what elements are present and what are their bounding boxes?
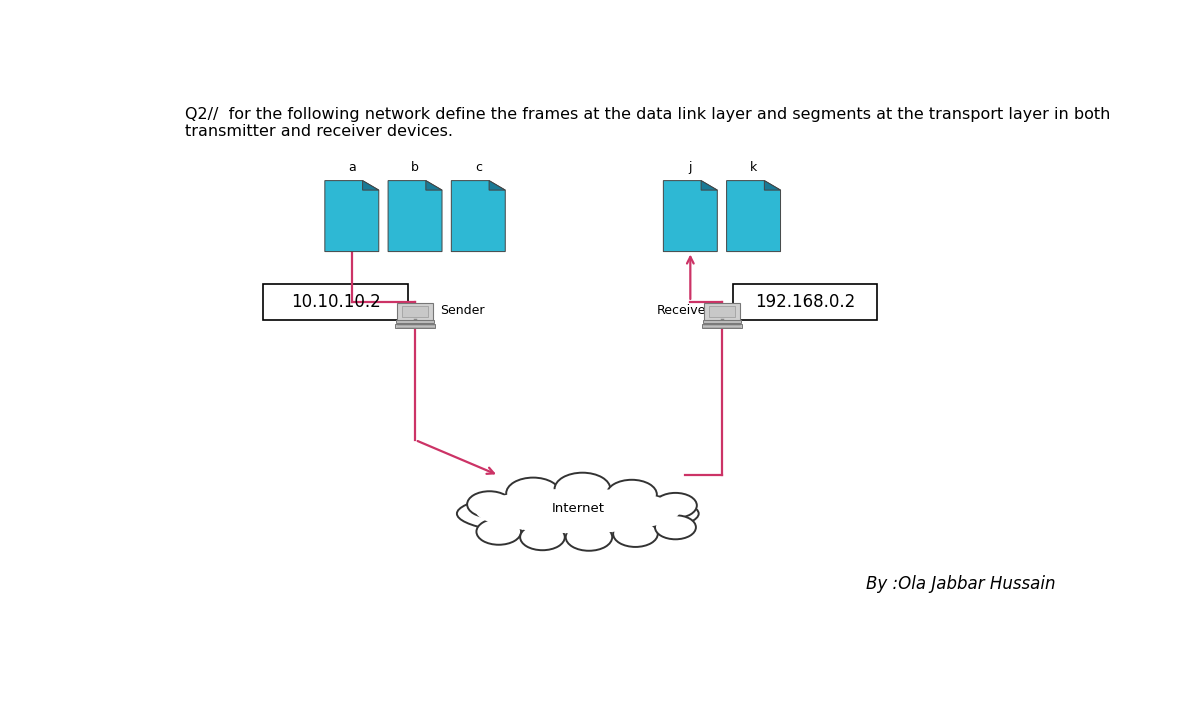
Polygon shape bbox=[388, 181, 442, 252]
Text: a: a bbox=[348, 161, 355, 174]
Polygon shape bbox=[764, 181, 780, 190]
FancyBboxPatch shape bbox=[264, 284, 408, 320]
FancyBboxPatch shape bbox=[395, 324, 436, 328]
Text: Sender: Sender bbox=[440, 304, 485, 317]
Polygon shape bbox=[664, 181, 718, 252]
Circle shape bbox=[467, 491, 511, 518]
Circle shape bbox=[520, 524, 565, 550]
Text: Internet: Internet bbox=[551, 502, 605, 515]
Polygon shape bbox=[426, 181, 442, 190]
FancyBboxPatch shape bbox=[733, 284, 877, 320]
Ellipse shape bbox=[457, 491, 698, 537]
FancyBboxPatch shape bbox=[402, 306, 427, 317]
FancyBboxPatch shape bbox=[703, 320, 740, 323]
Polygon shape bbox=[490, 181, 505, 190]
Polygon shape bbox=[727, 181, 780, 252]
Text: Receiver: Receiver bbox=[656, 304, 710, 317]
Circle shape bbox=[654, 493, 697, 518]
FancyBboxPatch shape bbox=[397, 303, 433, 320]
Circle shape bbox=[554, 473, 611, 506]
Text: Q2//  for the following network define the frames at the data link layer and seg: Q2// for the following network define th… bbox=[185, 107, 1111, 139]
Circle shape bbox=[506, 478, 560, 509]
Circle shape bbox=[613, 520, 658, 547]
Text: c: c bbox=[475, 161, 481, 174]
Circle shape bbox=[565, 523, 612, 551]
Polygon shape bbox=[325, 181, 379, 252]
Text: 192.168.0.2: 192.168.0.2 bbox=[755, 293, 856, 311]
FancyBboxPatch shape bbox=[709, 306, 734, 317]
Ellipse shape bbox=[475, 489, 680, 533]
Circle shape bbox=[607, 480, 656, 509]
Text: k: k bbox=[750, 161, 757, 174]
Text: j: j bbox=[689, 161, 692, 174]
Circle shape bbox=[655, 515, 696, 540]
FancyBboxPatch shape bbox=[704, 303, 739, 320]
FancyBboxPatch shape bbox=[702, 324, 743, 328]
Polygon shape bbox=[701, 181, 718, 190]
Text: 10.10.10.2: 10.10.10.2 bbox=[290, 293, 380, 311]
Text: b: b bbox=[412, 161, 419, 174]
Circle shape bbox=[476, 518, 521, 545]
Polygon shape bbox=[362, 181, 379, 190]
Polygon shape bbox=[451, 181, 505, 252]
Text: By :Ola Jabbar Hussain: By :Ola Jabbar Hussain bbox=[866, 575, 1056, 593]
FancyBboxPatch shape bbox=[396, 320, 433, 323]
